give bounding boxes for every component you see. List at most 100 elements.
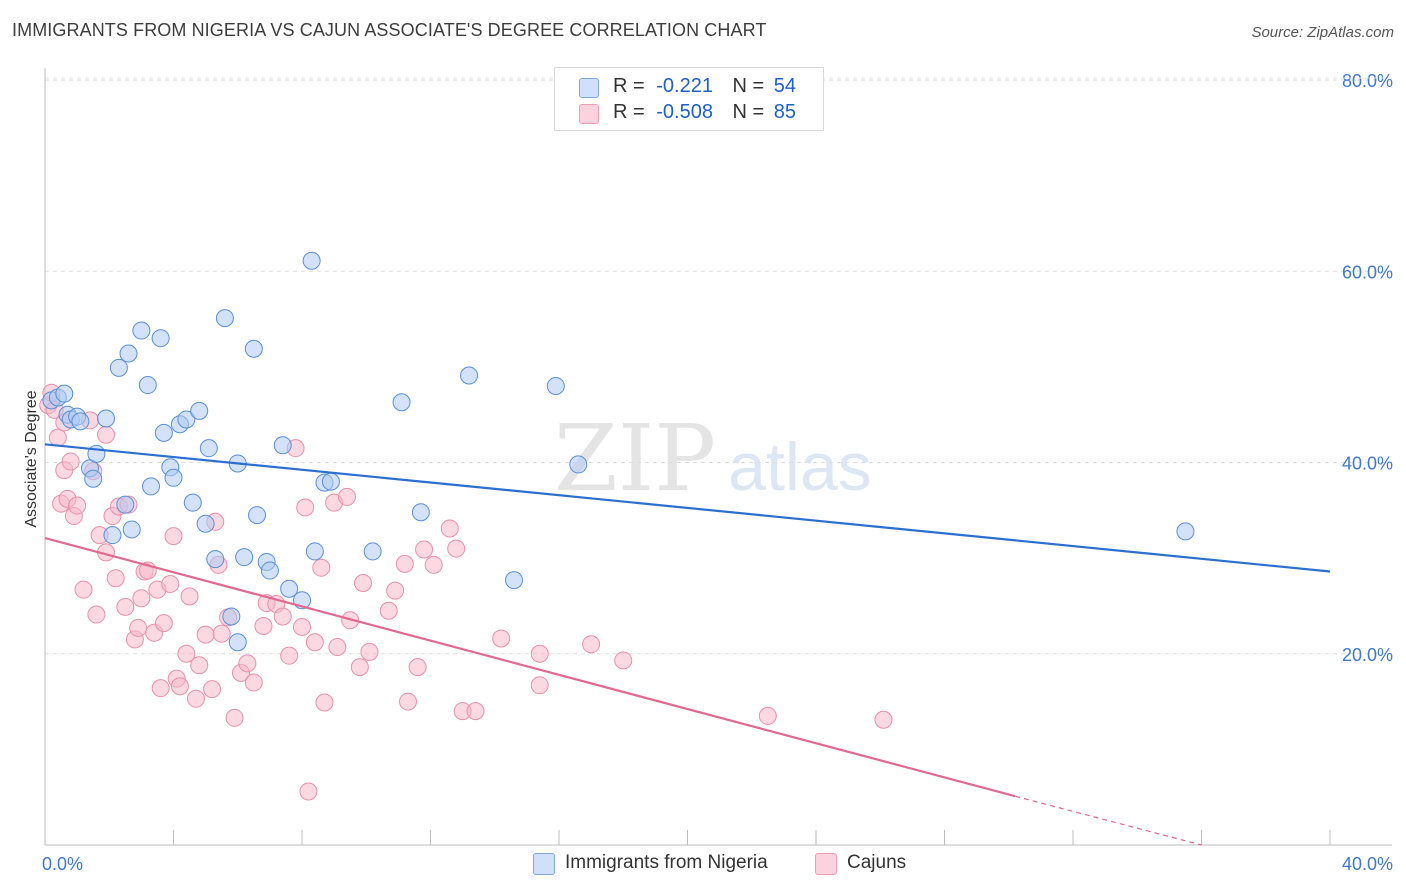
point-cajuns	[116, 597, 135, 616]
y-axis-label: Associate's Degree	[23, 390, 40, 528]
point-cajuns	[106, 569, 125, 588]
point-cajuns	[280, 646, 299, 665]
x-tick-label: 0.0%	[42, 854, 83, 874]
point-immigrants-from-nigeria	[122, 520, 141, 539]
point-immigrants-from-nigeria	[196, 514, 215, 533]
correlation-legend: R = -0.221 N = 54 R = -0.508 N = 85	[554, 67, 824, 131]
legend-r-value: -0.508	[656, 101, 713, 123]
point-immigrants-from-nigeria	[260, 561, 279, 580]
point-immigrants-from-nigeria	[248, 506, 267, 525]
point-cajuns	[74, 580, 93, 599]
point-cajuns	[186, 689, 205, 708]
point-immigrants-from-nigeria	[183, 493, 202, 512]
point-immigrants-from-nigeria	[546, 377, 565, 395]
point-cajuns	[225, 708, 244, 727]
point-immigrants-from-nigeria	[116, 495, 135, 514]
point-cajuns	[447, 539, 466, 558]
point-cajuns	[350, 658, 369, 677]
point-immigrants-from-nigeria	[505, 571, 524, 590]
point-immigrants-from-nigeria	[273, 436, 292, 455]
point-cajuns	[196, 625, 215, 644]
y-tick-label: 20.0%	[1342, 645, 1393, 665]
point-immigrants-from-nigeria	[103, 526, 122, 545]
point-cajuns	[415, 540, 434, 559]
point-immigrants-from-nigeria	[84, 469, 103, 488]
y-tick-label: 40.0%	[1342, 454, 1393, 474]
point-cajuns	[379, 601, 398, 620]
chart-title: IMMIGRANTS FROM NIGERIA VS CAJUN ASSOCIA…	[12, 20, 767, 40]
point-cajuns	[177, 644, 196, 663]
point-cajuns	[180, 587, 199, 606]
point-immigrants-from-nigeria	[244, 339, 263, 358]
legend-r-label: R =	[613, 75, 645, 97]
watermark-atlas: atlas	[728, 429, 872, 505]
point-immigrants-from-nigeria	[199, 439, 218, 458]
point-cajuns	[61, 452, 80, 471]
point-cajuns	[582, 635, 601, 654]
point-cajuns	[129, 618, 148, 637]
point-immigrants-from-nigeria	[190, 401, 209, 420]
point-immigrants-from-nigeria	[321, 472, 340, 491]
point-cajuns	[360, 642, 379, 661]
point-immigrants-from-nigeria	[215, 309, 234, 328]
point-immigrants-from-nigeria	[280, 579, 299, 598]
point-immigrants-from-nigeria	[411, 503, 430, 522]
point-immigrants-from-nigeria	[460, 366, 479, 385]
point-immigrants-from-nigeria	[206, 550, 225, 569]
source-credit: Source: ZipAtlas.com	[1251, 24, 1394, 41]
legend-swatch-nigeria	[579, 78, 599, 98]
point-cajuns	[337, 487, 356, 506]
point-cajuns	[190, 656, 209, 675]
point-cajuns	[154, 614, 173, 633]
point-cajuns	[530, 644, 549, 663]
point-cajuns	[492, 629, 511, 648]
point-cajuns	[399, 692, 418, 711]
trend-line-cajuns	[44, 536, 1016, 798]
point-cajuns	[408, 658, 427, 677]
point-cajuns	[386, 581, 405, 600]
legend-n-label: N =	[732, 101, 765, 123]
point-cajuns	[299, 782, 318, 801]
bottom-legend-swatch-nigeria	[533, 853, 555, 875]
legend-n-value: 54	[773, 75, 797, 97]
y-tick-label: 60.0%	[1342, 262, 1393, 282]
point-immigrants-from-nigeria	[71, 412, 90, 431]
point-immigrants-from-nigeria	[177, 410, 196, 429]
point-cajuns	[48, 428, 67, 447]
point-immigrants-from-nigeria	[569, 455, 588, 474]
point-cajuns	[758, 706, 777, 725]
legend-r-label: R =	[613, 101, 645, 123]
point-immigrants-from-nigeria	[305, 542, 324, 561]
point-cajuns	[203, 680, 222, 699]
point-cajuns	[238, 654, 257, 673]
point-cajuns	[97, 425, 116, 444]
point-cajuns	[212, 624, 231, 643]
trend-line-immigrants-from-nigeria	[44, 443, 1331, 573]
point-cajuns	[530, 676, 549, 695]
point-immigrants-from-nigeria	[302, 251, 321, 270]
point-cajuns	[305, 633, 324, 652]
point-immigrants-from-nigeria	[151, 329, 170, 348]
point-immigrants-from-nigeria	[97, 409, 116, 428]
point-cajuns	[312, 558, 331, 577]
point-immigrants-from-nigeria	[138, 376, 157, 395]
point-cajuns	[466, 702, 485, 721]
point-cajuns	[293, 617, 311, 636]
trend-extension-cajuns	[1015, 795, 1202, 846]
point-immigrants-from-nigeria	[164, 468, 183, 487]
point-cajuns	[874, 710, 893, 729]
point-cajuns	[132, 589, 151, 608]
point-immigrants-from-nigeria	[119, 344, 138, 363]
point-immigrants-from-nigeria	[109, 358, 128, 377]
point-immigrants-from-nigeria	[154, 423, 173, 442]
point-immigrants-from-nigeria	[228, 633, 247, 652]
point-cajuns	[440, 519, 459, 538]
point-cajuns	[395, 554, 414, 573]
point-immigrants-from-nigeria	[363, 542, 382, 561]
point-immigrants-from-nigeria	[235, 548, 254, 567]
point-cajuns	[161, 574, 180, 593]
bottom-legend-swatch-cajuns	[815, 853, 837, 875]
point-cajuns	[254, 617, 273, 636]
point-cajuns	[424, 555, 443, 574]
legend-n-value: 85	[773, 101, 797, 123]
